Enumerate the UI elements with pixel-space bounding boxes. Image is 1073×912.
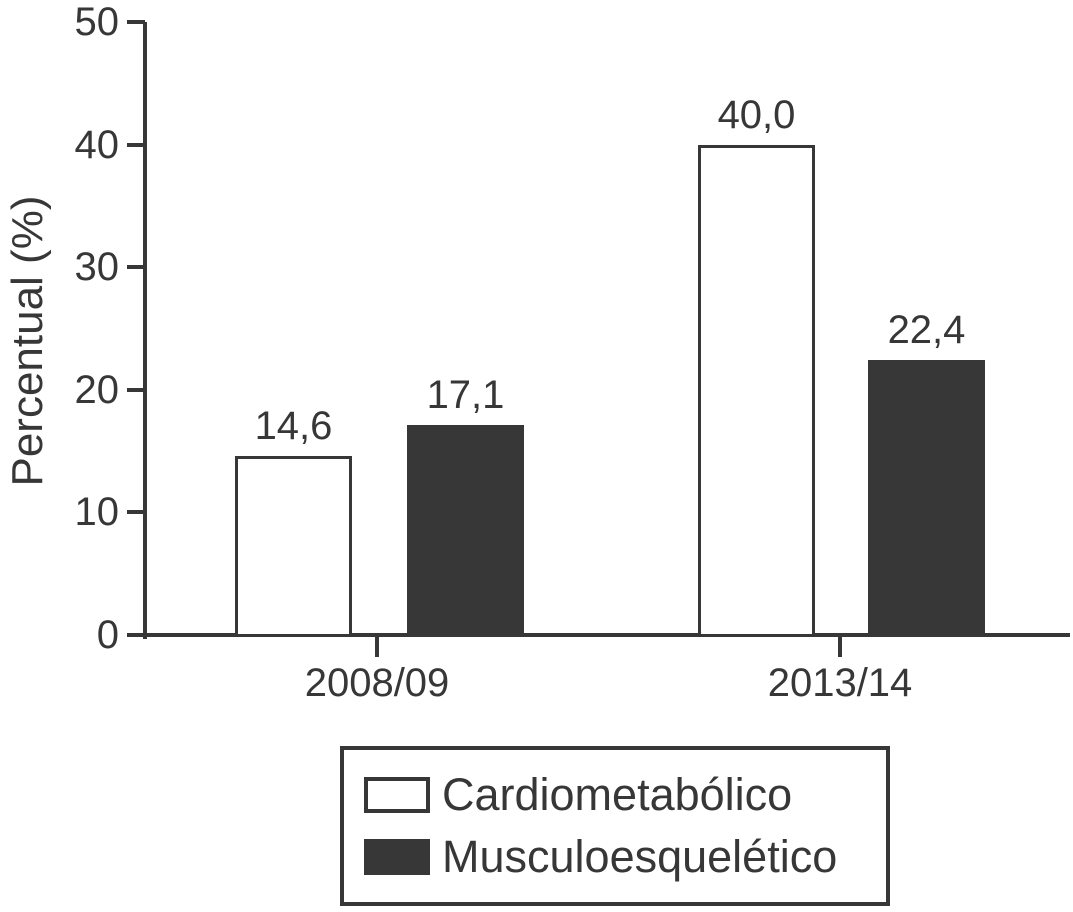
- y-tick-label: 30: [74, 245, 120, 290]
- x-tick-label: 2013/14: [767, 661, 913, 705]
- y-tick-label: 40: [74, 122, 120, 167]
- x-tick: [375, 635, 379, 657]
- legend-row: Musculoesquelético: [364, 833, 886, 881]
- bar: [407, 425, 524, 637]
- x-tick-label: 2008/09: [304, 661, 450, 705]
- bar: [235, 456, 352, 637]
- y-tick: [127, 510, 145, 515]
- bar-value-label: 17,1: [426, 373, 505, 418]
- legend-label: Musculoesquelético: [442, 831, 838, 882]
- x-axis-line: [128, 633, 1070, 637]
- legend: Cardiometabólico Musculoesquelético: [340, 746, 890, 906]
- legend-swatch: [364, 839, 430, 875]
- y-axis-line: [143, 22, 147, 639]
- y-tick-label: 20: [74, 367, 120, 412]
- y-tick-label: 50: [74, 0, 120, 44]
- y-tick-label: 10: [74, 490, 120, 535]
- y-axis-title: Percentual (%): [3, 195, 52, 487]
- y-tick: [127, 633, 145, 637]
- legend-row: Cardiometabólico: [364, 771, 886, 819]
- legend-swatch: [364, 777, 430, 813]
- y-tick: [127, 387, 145, 392]
- bar-value-label: 40,0: [717, 92, 796, 137]
- y-tick: [127, 265, 145, 270]
- bar: [868, 360, 985, 637]
- x-tick: [838, 635, 842, 657]
- y-tick-label: 0: [96, 613, 119, 657]
- bar-value-label: 14,6: [254, 404, 333, 448]
- legend-label: Cardiometabólico: [442, 769, 793, 820]
- bar-value-label: 22,4: [887, 308, 966, 353]
- bar: [698, 144, 815, 637]
- y-tick: [127, 142, 145, 147]
- y-tick: [127, 20, 145, 24]
